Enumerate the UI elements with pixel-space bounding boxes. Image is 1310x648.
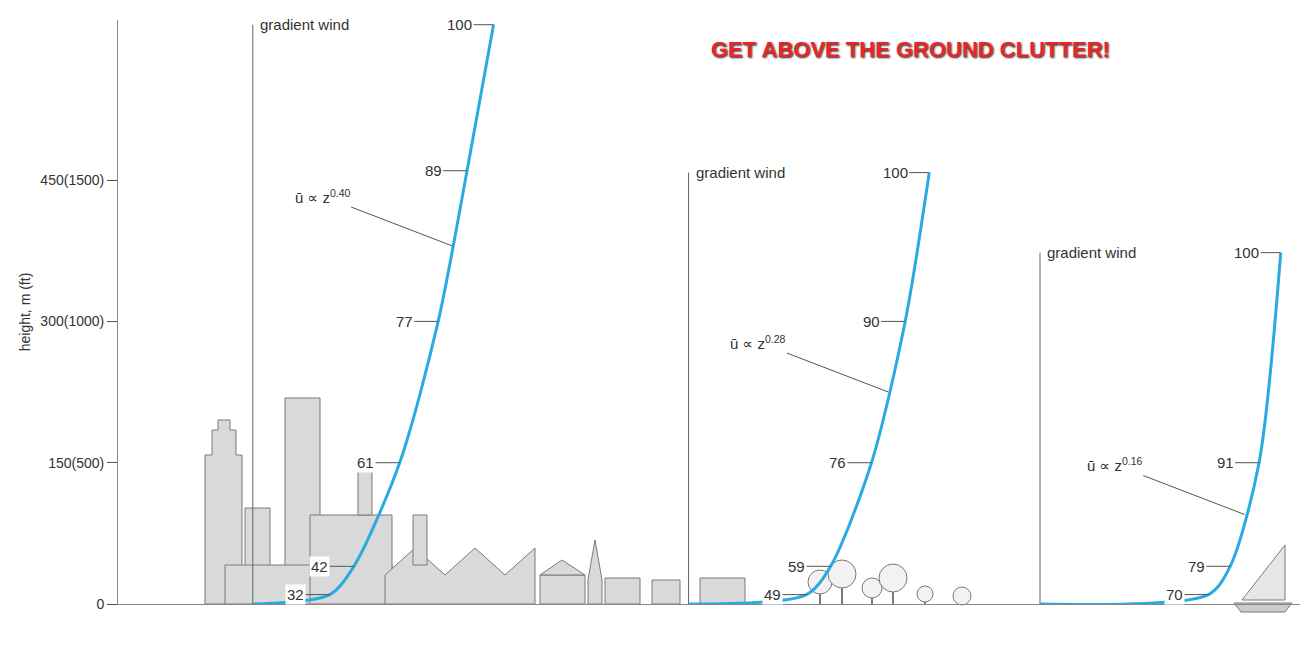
svg-text:42: 42 (311, 558, 328, 575)
svg-text:300(1000): 300(1000) (40, 313, 104, 329)
svg-text:150(500): 150(500) (48, 455, 104, 471)
svg-text:79: 79 (1188, 558, 1205, 575)
svg-text:100: 100 (883, 164, 908, 181)
svg-text:ū ∝ z​0.28​: ū ∝ z​0.28​ (730, 333, 786, 352)
svg-text:0: 0 (96, 596, 104, 612)
svg-text:height, m (ft): height, m (ft) (17, 273, 33, 352)
svg-text:59: 59 (788, 558, 805, 575)
svg-text:70: 70 (1166, 586, 1183, 603)
svg-text:450(1500): 450(1500) (40, 172, 104, 188)
svg-text:ū ∝ z​0.16​: ū ∝ z​0.16​ (1087, 455, 1143, 474)
svg-text:gradient wind: gradient wind (260, 16, 349, 33)
svg-text:90: 90 (863, 313, 880, 330)
svg-text:ū ∝ z​0.40​: ū ∝ z​0.40​ (295, 187, 351, 206)
svg-text:32: 32 (287, 586, 304, 603)
svg-text:77: 77 (396, 313, 413, 330)
svg-text:gradient wind: gradient wind (696, 164, 785, 181)
svg-text:61: 61 (357, 454, 374, 471)
svg-text:100: 100 (447, 16, 472, 33)
svg-text:gradient wind: gradient wind (1047, 244, 1136, 261)
svg-text:49: 49 (764, 586, 781, 603)
svg-text:100: 100 (1234, 244, 1259, 261)
svg-text:76: 76 (829, 454, 846, 471)
svg-text:GET ABOVE THE GROUND CLUTTER!: GET ABOVE THE GROUND CLUTTER! (711, 37, 1110, 62)
svg-text:89: 89 (425, 162, 442, 179)
svg-text:91: 91 (1217, 454, 1234, 471)
